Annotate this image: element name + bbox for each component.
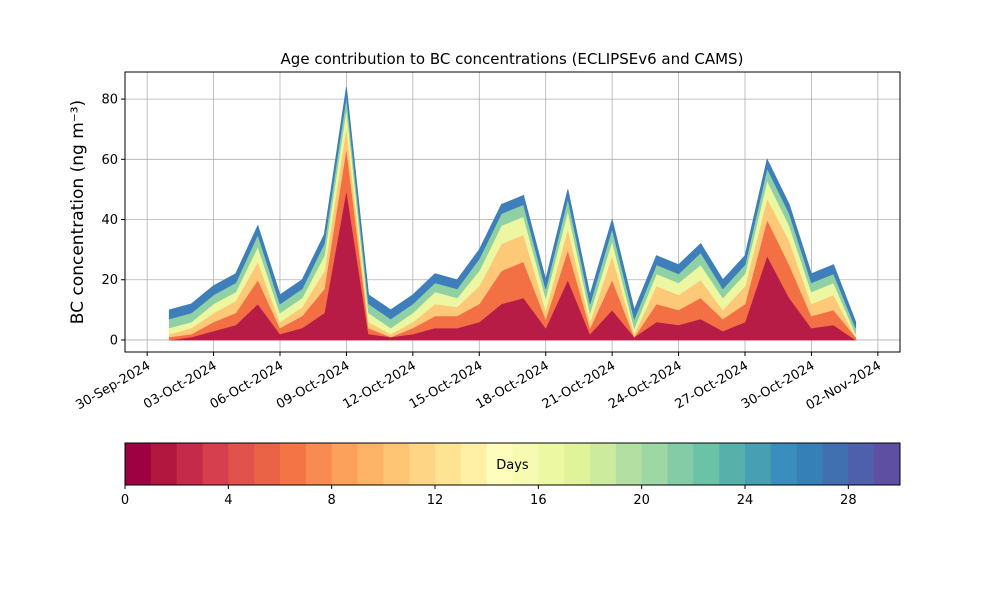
- x-tick-label: 15-Oct-2024: [407, 358, 485, 412]
- colorbar-swatch: [770, 443, 798, 485]
- colorbar-swatch: [822, 443, 849, 485]
- y-tick-label: 80: [101, 93, 118, 108]
- colorbar-swatch: [796, 443, 823, 485]
- colorbar-swatch: [125, 443, 152, 485]
- x-tick-label: 09-Oct-2024: [274, 358, 352, 412]
- colorbar-tick-label: 4: [224, 493, 232, 508]
- colorbar-swatch: [693, 443, 720, 485]
- colorbar-swatch: [331, 443, 358, 485]
- colorbar-swatch: [280, 443, 307, 485]
- colorbar-swatch: [564, 443, 591, 485]
- y-tick-label: 0: [110, 333, 118, 348]
- y-tick-label: 20: [101, 273, 118, 288]
- colorbar-swatch: [460, 443, 488, 485]
- colorbar-swatch: [176, 443, 203, 485]
- colorbar-swatch: [409, 443, 436, 485]
- colorbar-swatch: [615, 443, 643, 485]
- chart-title: Age contribution to BC concentrations (E…: [281, 50, 744, 68]
- x-tick-label: 06-Oct-2024: [208, 358, 286, 412]
- x-tick-label: 18-Oct-2024: [473, 358, 551, 412]
- colorbar-tick-label: 16: [530, 493, 547, 508]
- colorbar-swatch: [745, 443, 772, 485]
- colorbar-swatch: [202, 443, 229, 485]
- x-tick-label: 30-Sep-2024: [73, 358, 153, 413]
- colorbar-swatch: [874, 443, 901, 485]
- colorbar-swatch: [848, 443, 875, 485]
- colorbar-swatch: [512, 443, 539, 485]
- colorbar-tick-label: 24: [737, 493, 754, 508]
- colorbar-swatch: [719, 443, 746, 485]
- colorbar-swatch: [667, 443, 694, 485]
- x-tick-label: 02-Nov-2024: [804, 358, 884, 413]
- x-tick-label: 03-Oct-2024: [141, 358, 219, 412]
- colorbar-swatch: [357, 443, 384, 485]
- colorbar-swatch: [254, 443, 281, 485]
- colorbar-swatch: [228, 443, 255, 485]
- colorbar-swatch: [435, 443, 462, 485]
- colorbar-tick-label: 8: [328, 493, 336, 508]
- area-layer: [168, 86, 857, 329]
- colorbar-tick-label: 0: [121, 493, 129, 508]
- colorbar-swatch: [486, 443, 513, 485]
- plot-frame: [124, 71, 901, 353]
- colorbar-swatch: [305, 443, 333, 485]
- x-tick-label: 21-Oct-2024: [540, 358, 618, 412]
- colorbar-tick-label: 12: [427, 493, 444, 508]
- x-tick-label: 12-Oct-2024: [340, 358, 418, 412]
- colorbar-swatch: [150, 443, 178, 485]
- y-tick-label: 60: [101, 153, 118, 168]
- colorbar-swatch: [538, 443, 565, 485]
- y-axis-label: BC concentration (ng m⁻³): [68, 100, 88, 324]
- x-tick-label: 27-Oct-2024: [673, 358, 751, 412]
- x-tick-label: 24-Oct-2024: [606, 358, 684, 412]
- colorbar-swatch: [590, 443, 617, 485]
- colorbar-frame: [124, 442, 901, 486]
- colorbar-tick-label: 28: [840, 493, 857, 508]
- colorbar-swatch: [641, 443, 668, 485]
- colorbar-tick-label: 20: [633, 493, 650, 508]
- y-tick-label: 40: [101, 213, 118, 228]
- colorbar-label: Days: [496, 458, 529, 473]
- colorbar-swatch: [383, 443, 410, 485]
